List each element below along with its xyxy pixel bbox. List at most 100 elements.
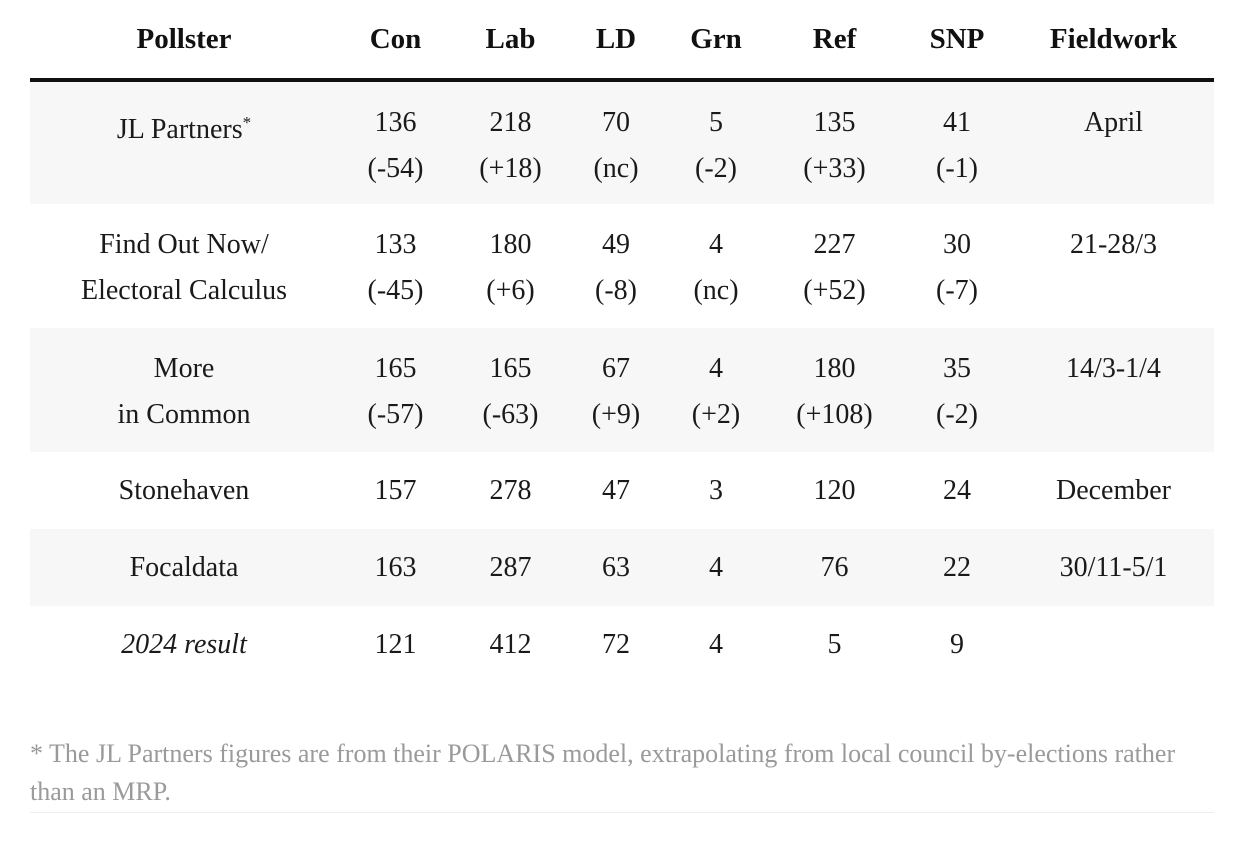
divider — [30, 812, 1214, 813]
seat-count: 135 — [813, 107, 856, 138]
header-con: Con — [338, 0, 453, 82]
table-row: More in Common 165 (-57) 165 (-63) 67 (+9) 4… — [30, 328, 1214, 452]
con-cell: 163 — [338, 529, 453, 606]
seat-change: (+108) — [796, 399, 873, 430]
seat-change: (+2) — [691, 399, 741, 430]
ref-cell: 227 (+52) — [768, 204, 901, 328]
fieldwork-cell: 21-28/3 — [1069, 229, 1158, 260]
header-lab: Lab — [453, 0, 568, 82]
pollster-name: Find Out Now/ — [99, 229, 269, 260]
pollster-name: Electoral Calculus — [80, 275, 288, 306]
grn-cell: 3 — [709, 474, 723, 506]
pollster-cell: Focaldata — [30, 529, 338, 606]
pollster-name: More — [153, 353, 215, 384]
lab-cell: 218 (+18) — [453, 80, 568, 204]
table-row: Find Out Now/Electoral Calculus 133 (-45)… — [30, 204, 1214, 328]
lab-cell: 278 — [489, 474, 532, 506]
con-cell: 136 (-54) — [338, 80, 453, 204]
header-fieldwork: Fieldwork — [1013, 0, 1214, 82]
seat-change: (+33) — [803, 153, 866, 184]
ref-cell: 120 — [813, 474, 856, 506]
grn-cell: 4 — [664, 529, 768, 606]
snp-cell: 22 — [901, 529, 1013, 606]
seat-count: 5 — [709, 107, 723, 138]
table-row: 2024 result 121 412 72 4 5 9 — [30, 606, 1214, 683]
seat-count: 4 — [709, 353, 723, 384]
pollster-cell: Find Out Now/Electoral Calculus — [30, 204, 338, 328]
fieldwork-cell: December — [1055, 474, 1172, 506]
seat-count: 218 — [489, 107, 532, 138]
seat-change: (-2) — [936, 399, 978, 430]
con-cell: 157 — [374, 474, 417, 506]
snp-cell: 9 — [950, 628, 964, 660]
header-ld: LD — [568, 0, 664, 82]
header-ref: Ref — [768, 0, 901, 82]
seat-count: 70 — [602, 107, 630, 138]
pollster-cell: JL Partners* — [30, 80, 338, 204]
seat-count: 4 — [709, 229, 723, 260]
ref-cell: 76 — [768, 529, 901, 606]
pollster-name: in Common — [117, 399, 251, 430]
con-cell: 121 — [374, 628, 417, 660]
lab-cell: 165 (-63) — [453, 328, 568, 452]
seat-count: 35 — [943, 353, 971, 384]
table-row: Focaldata 163 287 63 4 76 22 30/11-5/1 — [30, 529, 1214, 606]
fieldwork-cell — [1013, 606, 1214, 683]
seat-count: 136 — [374, 107, 417, 138]
header-pollster: Pollster — [30, 0, 338, 82]
snp-cell: 41 (-1) — [901, 80, 1013, 204]
seat-change: (-63) — [482, 399, 539, 430]
grn-cell: 5 (-2) — [664, 80, 768, 204]
seat-count: 133 — [374, 229, 417, 260]
seat-count: 227 — [813, 229, 856, 260]
pollster-cell: Stonehaven — [118, 474, 250, 506]
seat-count: 49 — [602, 229, 630, 260]
seat-change: (+52) — [803, 275, 866, 306]
seat-count: 180 — [813, 353, 856, 384]
con-cell: 165 (-57) — [338, 328, 453, 452]
grn-cell: 4 (nc) — [664, 204, 768, 328]
table-row: JL Partners* 136 (-54) 218 (+18) 70 (nc) 5 (… — [30, 80, 1214, 204]
snp-cell: 24 — [943, 474, 971, 506]
ref-cell: 135 (+33) — [768, 80, 901, 204]
ld-cell: 72 — [602, 628, 630, 660]
seat-change: (nc) — [693, 275, 739, 306]
pollster-name: JL Partners — [116, 114, 243, 145]
seat-change: (+6) — [486, 275, 535, 306]
footnote-marker: * — [242, 113, 252, 132]
lab-cell: 287 — [453, 529, 568, 606]
header-snp: SNP — [901, 0, 1013, 82]
ld-cell: 70 (nc) — [568, 80, 664, 204]
header-grn: Grn — [664, 0, 768, 82]
seat-count: 30 — [943, 229, 971, 260]
seat-change: (-2) — [695, 153, 737, 184]
ld-cell: 63 — [568, 529, 664, 606]
table-row: Stonehaven 157 278 47 3 120 24 December — [30, 452, 1214, 529]
fieldwork-cell: 14/3-1/4 — [1013, 328, 1214, 452]
ld-cell: 47 — [602, 474, 630, 506]
snp-cell: 30 (-7) — [901, 204, 1013, 328]
seat-count: 165 — [374, 353, 417, 384]
seat-projections-table: Pollster Con Lab LD Grn Ref SNP Fieldwor… — [30, 0, 1214, 683]
snp-cell: 35 (-2) — [901, 328, 1013, 452]
seat-change: (-7) — [936, 275, 978, 306]
pollster-cell: 2024 result — [121, 628, 247, 660]
fieldwork-cell: April — [1013, 80, 1214, 204]
lab-cell: 180 (+6) — [453, 204, 568, 328]
seat-count: 180 — [489, 229, 532, 260]
pollster-cell: More in Common — [30, 328, 338, 452]
footnote: * The JL Partners figures are from their… — [30, 739, 1176, 806]
header-row: Pollster Con Lab LD Grn Ref SNP Fieldwor… — [30, 0, 1214, 82]
seat-count: 67 — [602, 353, 630, 384]
seat-count: 165 — [489, 353, 532, 384]
grn-cell: 4 (+2) — [664, 328, 768, 452]
ref-cell: 5 — [827, 628, 842, 660]
seat-change: (+9) — [591, 399, 641, 430]
seat-count: 41 — [943, 107, 971, 138]
seat-change: (nc) — [593, 153, 639, 184]
grn-cell: 4 — [709, 628, 723, 660]
ld-cell: 67 (+9) — [568, 328, 664, 452]
lab-cell: 412 — [489, 628, 532, 660]
seat-change: (-45) — [367, 275, 424, 306]
